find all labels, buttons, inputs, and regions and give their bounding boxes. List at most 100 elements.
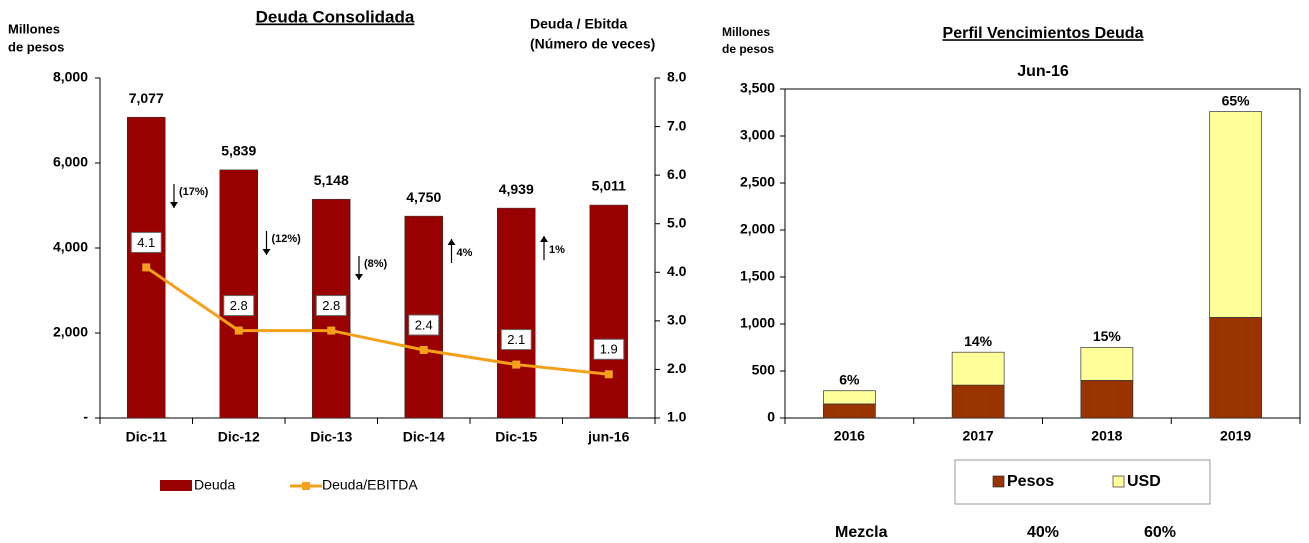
y-tick-label: 2,000 xyxy=(53,324,88,340)
legend-swatch xyxy=(992,475,1005,488)
y-axis-label: de pesos xyxy=(8,39,64,54)
y-tick-label: 8,000 xyxy=(53,69,88,85)
y2-tick-label: 7.0 xyxy=(667,117,687,133)
mix-label: Mezcla xyxy=(835,524,888,541)
bar-label: 5,148 xyxy=(314,172,349,188)
change-label: 1% xyxy=(549,244,565,256)
y-tick-label: 3,000 xyxy=(740,127,775,143)
y2-tick-label: 3.0 xyxy=(667,312,687,328)
y-tick-label: 500 xyxy=(752,362,776,378)
ratio-label: 1.9 xyxy=(600,342,618,357)
chart-subtitle: Jun-16 xyxy=(1017,63,1069,80)
y2-axis-label: Deuda / Ebitda xyxy=(530,16,627,32)
bar xyxy=(589,204,628,419)
ratio-label: 2.1 xyxy=(507,332,525,347)
legend-marker xyxy=(302,482,310,490)
x-tick-label: jun-16 xyxy=(587,429,629,445)
share-label: 15% xyxy=(1093,328,1122,344)
share-label: 65% xyxy=(1222,92,1251,108)
bar-label: 4,939 xyxy=(499,181,534,197)
ratio-marker xyxy=(419,346,428,354)
x-tick-label: 2018 xyxy=(1091,428,1122,444)
y-tick-label: - xyxy=(83,409,88,425)
y-tick-label: 4,000 xyxy=(53,239,88,255)
ratio-marker xyxy=(142,263,151,272)
y-tick-label: 6,000 xyxy=(53,154,88,170)
mix-value: 60% xyxy=(1144,524,1176,541)
y-tick-label: 1,000 xyxy=(740,315,775,331)
x-tick-label: 2017 xyxy=(963,428,994,444)
change-label: 4% xyxy=(457,247,473,259)
bar-segment xyxy=(951,351,1005,386)
ratio-label-box xyxy=(593,338,625,360)
bar-segment xyxy=(1080,380,1134,419)
chart-title: Deuda Consolidada xyxy=(256,7,415,26)
bar-segment xyxy=(1080,347,1134,381)
y-tick-label: 0 xyxy=(767,409,775,425)
ratio-label-box xyxy=(223,295,255,317)
bar-segment xyxy=(1209,317,1262,419)
bar-label: 5,011 xyxy=(592,178,626,194)
ratio-label: 4.1 xyxy=(137,235,155,250)
legend-label: Deuda/EBITDA xyxy=(322,477,418,493)
mix-value: 40% xyxy=(1027,524,1059,541)
y2-tick-label: 1.0 xyxy=(667,409,687,425)
x-tick-label: Dic-14 xyxy=(403,429,445,445)
bar-label: 7,077 xyxy=(129,90,164,106)
ratio-label: 2.8 xyxy=(322,298,340,313)
bar xyxy=(497,207,536,419)
legend-swatch xyxy=(160,480,192,491)
x-tick-label: Dic-15 xyxy=(495,429,537,445)
bar-segment xyxy=(951,384,1005,419)
x-tick-label: Dic-13 xyxy=(310,429,352,445)
x-tick-label: 2016 xyxy=(834,428,865,444)
y-tick-label: 2,500 xyxy=(740,174,775,190)
y-tick-label: 1,500 xyxy=(740,268,775,284)
share-label: 6% xyxy=(839,371,860,387)
y-tick-label: 3,500 xyxy=(740,80,775,96)
ratio-label-box xyxy=(315,295,347,317)
ratio-line xyxy=(145,266,609,376)
ratio-marker xyxy=(327,326,336,335)
bar-segment xyxy=(823,403,876,419)
share-label: 14% xyxy=(964,333,993,349)
ratio-marker xyxy=(604,370,613,379)
y-axis-label: Millones xyxy=(722,25,770,39)
change-arrow-head xyxy=(355,274,363,280)
change-label: (8%) xyxy=(364,258,388,270)
change-arrow-head xyxy=(540,236,548,242)
x-tick-label: 2019 xyxy=(1220,428,1251,444)
legend-label: USD xyxy=(1127,473,1161,490)
y2-tick-label: 2.0 xyxy=(667,360,687,376)
bar-segment xyxy=(1209,111,1262,318)
ratio-label-box xyxy=(500,329,532,351)
y-axis-label: Millones xyxy=(8,21,60,36)
y-axis-label: de pesos xyxy=(722,42,774,56)
y2-tick-label: 4.0 xyxy=(667,263,687,279)
legend-swatch xyxy=(1112,475,1125,488)
bar-segment xyxy=(823,390,876,405)
x-tick-label: Dic-11 xyxy=(126,429,167,445)
legend-label: Pesos xyxy=(1007,473,1054,490)
x-tick-label: Dic-12 xyxy=(218,429,260,445)
bar xyxy=(219,169,258,419)
y2-tick-label: 6.0 xyxy=(667,166,687,182)
y-tick-label: 2,000 xyxy=(740,221,775,237)
change-arrow-head xyxy=(262,249,271,255)
bar-label: 5,839 xyxy=(221,143,256,159)
ratio-label: 2.8 xyxy=(230,298,248,313)
y2-axis-label: (Número de veces) xyxy=(530,36,655,52)
ratio-marker xyxy=(512,360,521,369)
ratio-label-box xyxy=(130,231,162,253)
ratio-label: 2.4 xyxy=(415,317,433,332)
y2-tick-label: 8.0 xyxy=(667,69,687,85)
change-label: (12%) xyxy=(272,233,302,245)
chart-title: Perfil Vencimientos Deuda xyxy=(943,25,1144,42)
change-label: (17%) xyxy=(179,186,209,198)
ratio-marker xyxy=(234,326,243,335)
change-arrow-head xyxy=(170,202,178,208)
legend-label: Deuda xyxy=(194,477,235,493)
ratio-label-box xyxy=(408,314,440,336)
y2-tick-label: 5.0 xyxy=(667,214,687,230)
